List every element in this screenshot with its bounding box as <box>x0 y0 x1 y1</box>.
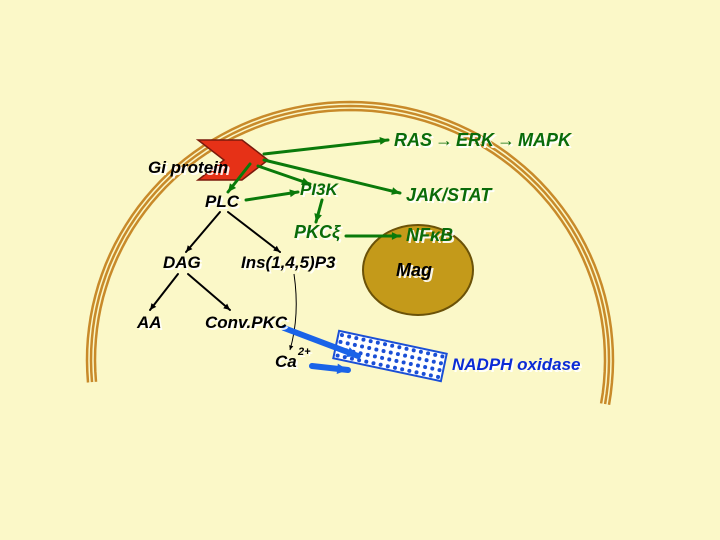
receptor-icon <box>198 140 268 180</box>
diagram-stage: Gi proteinPLCPI3KPKCξRAS→ERK→MAPKJAK/STA… <box>0 0 720 540</box>
edge <box>228 212 280 252</box>
edge <box>188 274 230 310</box>
arrowhead-icon <box>301 178 310 185</box>
edge <box>150 274 178 310</box>
edge <box>186 212 220 252</box>
edge <box>264 140 388 154</box>
edge <box>290 274 296 350</box>
nucleus-icon <box>363 225 473 315</box>
diagram-svg <box>0 0 720 540</box>
